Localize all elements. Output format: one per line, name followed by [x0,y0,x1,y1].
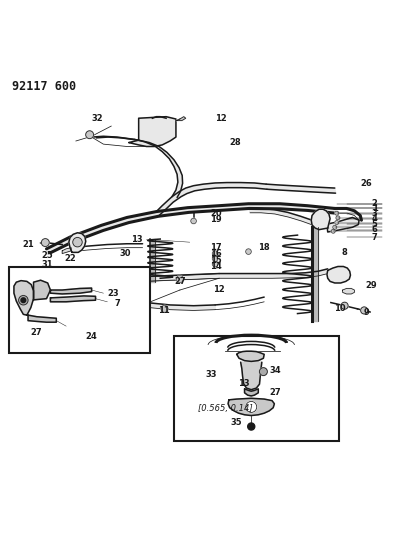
Polygon shape [156,183,267,216]
Text: 32: 32 [92,114,103,123]
Circle shape [19,295,28,305]
Polygon shape [327,217,359,232]
Text: 13: 13 [131,236,143,244]
Circle shape [335,211,339,215]
FancyBboxPatch shape [9,266,150,353]
Circle shape [341,302,348,309]
Text: 10: 10 [334,304,345,312]
Text: 28: 28 [229,138,241,147]
Circle shape [246,249,251,254]
Polygon shape [266,184,336,193]
Polygon shape [88,279,215,310]
Polygon shape [62,248,71,254]
Text: 16: 16 [211,249,222,257]
Polygon shape [176,117,186,120]
Text: [0.565, 0.14]: [0.565, 0.14] [198,404,253,413]
Text: 6: 6 [372,225,378,234]
Text: 21: 21 [22,240,34,249]
Text: 2: 2 [372,199,378,208]
Text: 27: 27 [174,277,186,286]
Polygon shape [245,389,258,396]
Text: 5: 5 [372,220,378,229]
Text: 92117 600: 92117 600 [12,80,77,93]
Circle shape [213,256,218,261]
Circle shape [191,218,196,224]
Text: 24: 24 [85,332,97,341]
Text: 19: 19 [211,215,222,224]
Polygon shape [69,233,86,253]
Polygon shape [241,362,262,390]
Text: 34: 34 [269,366,281,375]
Polygon shape [51,296,96,302]
Text: 13: 13 [238,379,250,388]
Text: 12: 12 [213,285,225,294]
Circle shape [331,229,335,233]
Polygon shape [342,288,354,294]
Text: 1: 1 [372,204,378,213]
Text: 3: 3 [372,209,378,218]
Circle shape [361,307,368,314]
Text: 4: 4 [372,214,378,223]
Polygon shape [219,269,328,278]
Polygon shape [129,117,176,147]
Circle shape [41,239,49,246]
Circle shape [246,401,257,413]
Text: 33: 33 [205,370,217,379]
Text: 9: 9 [363,308,369,317]
FancyBboxPatch shape [174,336,339,441]
Circle shape [333,225,337,229]
Polygon shape [51,288,92,294]
Circle shape [21,298,26,303]
Text: 18: 18 [258,243,269,252]
Circle shape [213,251,218,256]
Text: 22: 22 [64,254,76,263]
Text: 11: 11 [158,306,170,315]
Circle shape [176,276,183,282]
Text: 15: 15 [211,256,222,265]
Polygon shape [327,266,350,283]
Text: 20: 20 [211,208,222,217]
Text: 31: 31 [42,260,53,269]
Polygon shape [311,209,330,230]
Circle shape [161,305,168,312]
Polygon shape [34,280,51,300]
Polygon shape [88,273,219,284]
Text: 26: 26 [360,179,372,188]
Circle shape [213,261,218,267]
Circle shape [248,423,255,430]
Text: 7: 7 [114,299,120,308]
Text: 30: 30 [119,249,131,257]
Text: 8: 8 [342,248,348,257]
Text: 17: 17 [211,243,222,252]
Text: 25: 25 [42,251,54,260]
Circle shape [335,221,339,224]
Text: 7: 7 [372,233,378,242]
Text: 27: 27 [269,389,281,397]
Circle shape [86,131,94,139]
Polygon shape [92,136,139,140]
Circle shape [73,238,82,247]
Circle shape [260,368,267,376]
Text: 23: 23 [107,289,119,298]
Text: 27: 27 [30,328,42,337]
Polygon shape [228,398,275,416]
Polygon shape [135,140,182,197]
Polygon shape [28,315,56,322]
Text: 35: 35 [230,418,242,427]
Polygon shape [14,280,34,315]
Text: 29: 29 [365,281,377,290]
Text: 12: 12 [215,114,227,123]
Polygon shape [249,208,329,228]
Text: 14: 14 [211,262,222,271]
Polygon shape [47,204,336,253]
Polygon shape [237,351,264,361]
Circle shape [336,216,340,220]
